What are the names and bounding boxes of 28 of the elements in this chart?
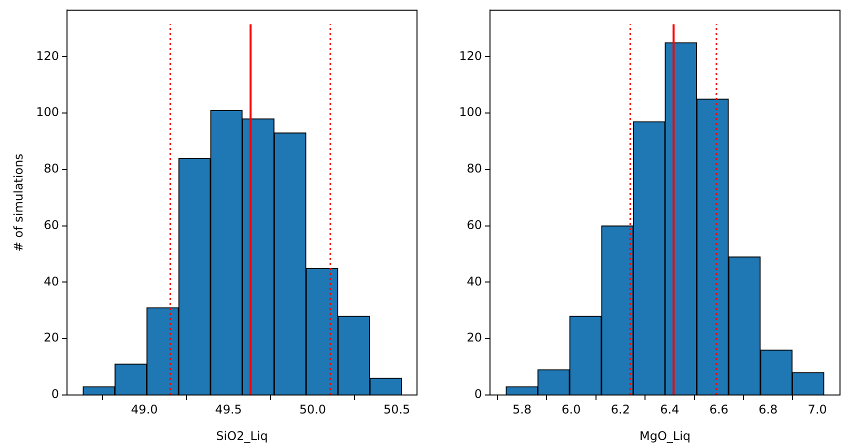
y-tick-label: 100 <box>36 105 59 120</box>
x-axis-title: MgO_Liq <box>639 428 691 443</box>
y-tick-label: 40 <box>466 274 482 288</box>
y-tick-label: 60 <box>44 218 59 232</box>
x-tick-label: 5.8 <box>512 402 532 416</box>
x-tick-label: 7.0 <box>808 402 827 416</box>
x-tick-label: 49.5 <box>215 402 242 416</box>
y-tick-label: 80 <box>44 162 59 176</box>
x-tick-label: 6.8 <box>758 402 778 416</box>
y-tick-label: 0 <box>51 387 59 402</box>
y-tick-label: 20 <box>44 330 59 345</box>
y-tick-label: 0 <box>474 387 482 402</box>
x-tick-label: 50.5 <box>383 402 410 416</box>
x-axis-title: SiO2_Liq <box>216 428 268 443</box>
x-tick-label: 6.4 <box>660 402 680 416</box>
y-tick-label: 120 <box>36 48 59 63</box>
y-tick-label: 120 <box>459 48 482 63</box>
x-tick-label: 6.6 <box>709 402 728 416</box>
x-tick-label: 50.0 <box>299 402 326 416</box>
y-tick-label: 40 <box>44 274 59 288</box>
x-tick-label: 49.0 <box>131 402 158 416</box>
x-tick-label: 6.2 <box>610 402 630 416</box>
y-tick-label: 60 <box>466 218 482 232</box>
y-axis-title: # of simulations <box>11 154 26 252</box>
y-tick-label: 100 <box>459 105 482 120</box>
y-tick-label: 20 <box>466 330 482 345</box>
y-tick-label: 80 <box>466 162 482 176</box>
x-tick-label: 6.0 <box>562 402 581 416</box>
